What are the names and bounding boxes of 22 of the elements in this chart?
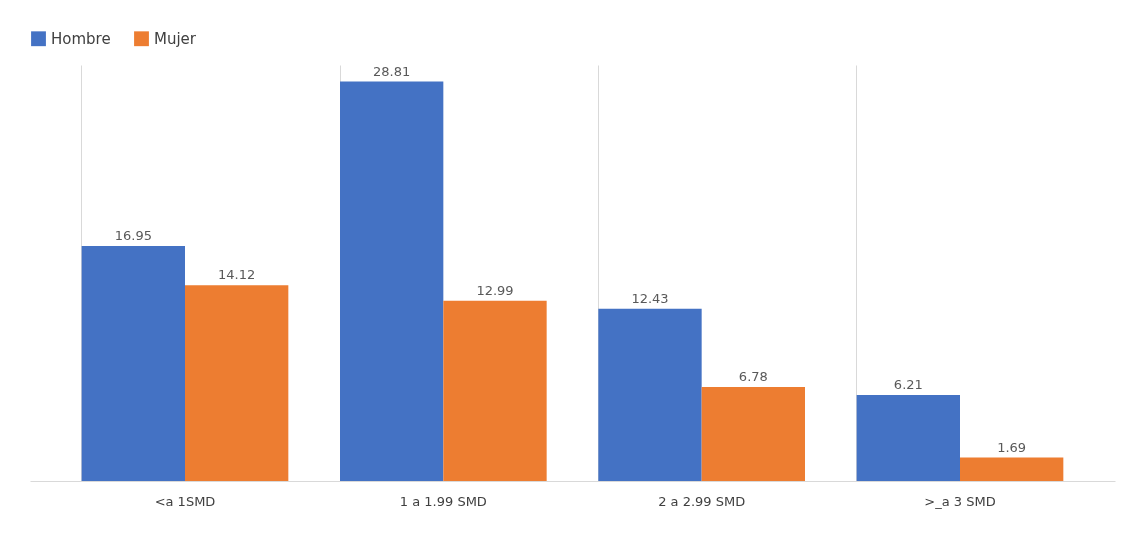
bar <box>598 308 702 481</box>
x-tick-label: 1 a 1.99 SMD <box>399 493 487 509</box>
data-label: 12.99 <box>476 282 514 298</box>
bar <box>856 394 960 481</box>
x-tick-label: >_a 3 SMD <box>924 493 996 509</box>
data-label: 14.12 <box>218 267 256 283</box>
data-label: 1.69 <box>997 439 1027 455</box>
bar <box>185 285 289 481</box>
x-tick-label: 2 a 2.99 SMD <box>658 493 746 509</box>
data-label: 16.95 <box>114 227 152 243</box>
bar <box>81 245 185 481</box>
data-label: 6.78 <box>738 368 768 384</box>
legend-label: Mujer <box>154 29 197 48</box>
data-label: 28.81 <box>373 63 411 79</box>
data-label: 12.43 <box>631 290 669 306</box>
data-label: 6.21 <box>893 376 923 392</box>
bar <box>701 386 805 481</box>
bar <box>340 81 444 481</box>
bar <box>443 300 547 481</box>
bar <box>960 457 1064 481</box>
x-tick-label: <a 1SMD <box>154 493 216 509</box>
legend-label: Hombre <box>51 29 111 48</box>
